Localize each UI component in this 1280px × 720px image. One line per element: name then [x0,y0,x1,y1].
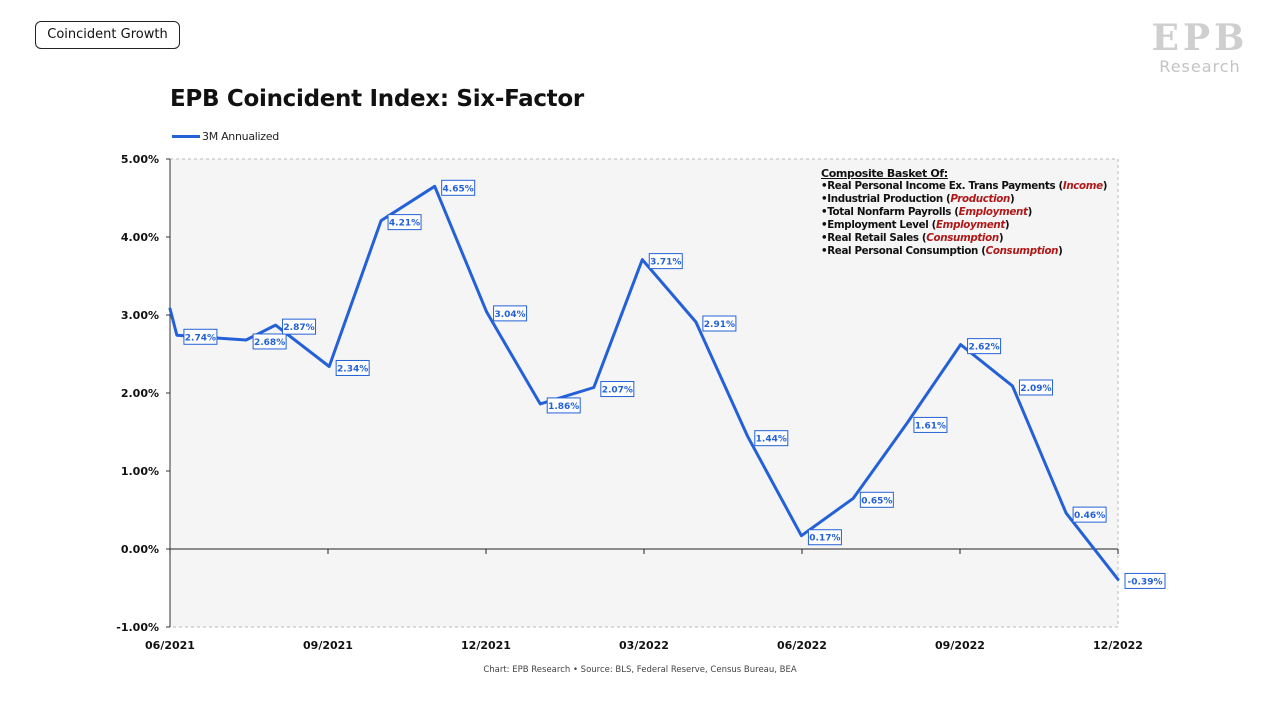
section-tag: Coincident Growth [35,21,180,49]
y-tick-label: 2.00% [121,387,159,400]
y-tick-label: -1.00% [116,621,159,634]
data-label-box [1072,506,1107,523]
data-label: 1.86% [548,402,579,412]
data-label: 2.87% [283,323,314,333]
x-tick-label: 09/2021 [303,639,353,652]
data-label-box [702,315,737,332]
basket-item: •Real Personal Consumption (Consumption) [821,245,1063,257]
data-label-box [967,338,1002,355]
legend-swatch [172,134,200,138]
source-note: Chart: EPB Research • Source: BLS, Feder… [483,665,797,675]
epb-research-logo: EPB Research [1150,18,1250,80]
data-label: 1.44% [756,435,787,445]
data-label-box [913,416,948,433]
data-label: 4.65% [443,184,474,194]
data-label: 2.74% [185,333,216,343]
y-tick-label: 0.00% [121,543,159,556]
basket-item: •Employment Level (Employment) [821,219,1010,231]
data-label: 2.07% [602,386,633,396]
basket-item: •Real Personal Income Ex. Trans Payments… [821,180,1108,192]
data-label: 0.65% [861,496,892,506]
data-label-box [441,179,476,196]
x-tick-label: 06/2021 [145,639,195,652]
x-tick-label: 03/2022 [619,639,669,652]
data-label-box [859,491,894,508]
data-label-box [754,430,789,447]
data-label: 2.62% [968,343,999,353]
data-label-box [335,359,370,376]
data-label-box [183,328,218,345]
data-label-box [648,253,683,270]
data-label: 2.91% [704,320,735,330]
data-label: 2.09% [1020,384,1051,394]
chart-title: EPB Coincident Index: Six-Factor [170,86,584,112]
data-label-box [387,214,422,231]
data-label-box [252,333,287,350]
data-label: 3.04% [494,310,525,320]
data-label-box [1124,572,1166,589]
data-label-box [282,318,317,335]
logo-text: Research [1159,57,1241,76]
y-tick-label: 1.00% [121,465,159,478]
data-label: 4.21% [389,219,420,229]
data-label-box [807,529,842,546]
x-tick-label: 06/2022 [777,639,827,652]
data-label: 2.34% [337,364,368,374]
x-tick-label: 12/2021 [461,639,511,652]
data-label: 1.61% [915,421,946,431]
y-tick-label: 5.00% [121,153,159,166]
data-label: 3.71% [650,258,681,268]
data-label-box [546,397,581,414]
y-tick-label: 4.00% [121,231,159,244]
x-tick-label: 12/2022 [1093,639,1143,652]
data-label-box [493,305,528,322]
basket-item: •Industrial Production (Production) [821,193,1015,205]
chart-legend: 3M Annualized [172,128,279,144]
basket-item: •Real Retail Sales (Consumption) [821,232,1004,244]
basket-heading: Composite Basket Of: [821,167,948,180]
basket-item: •Total Nonfarm Payrolls (Employment) [821,206,1032,218]
legend-series-name: 3M Annualized [202,129,279,143]
data-label: 0.17% [809,534,840,544]
data-label-box [1018,379,1053,396]
logo-mark: EPB [1151,17,1249,59]
composite-basket-note: Composite Basket Of: •Real Personal Inco… [821,167,1121,258]
data-label: 2.68% [254,338,285,348]
data-label: -0.39% [1128,577,1163,587]
data-label-box [600,381,635,398]
y-tick-label: 3.00% [121,309,159,322]
data-label: 0.46% [1074,511,1105,521]
x-tick-label: 09/2022 [935,639,985,652]
